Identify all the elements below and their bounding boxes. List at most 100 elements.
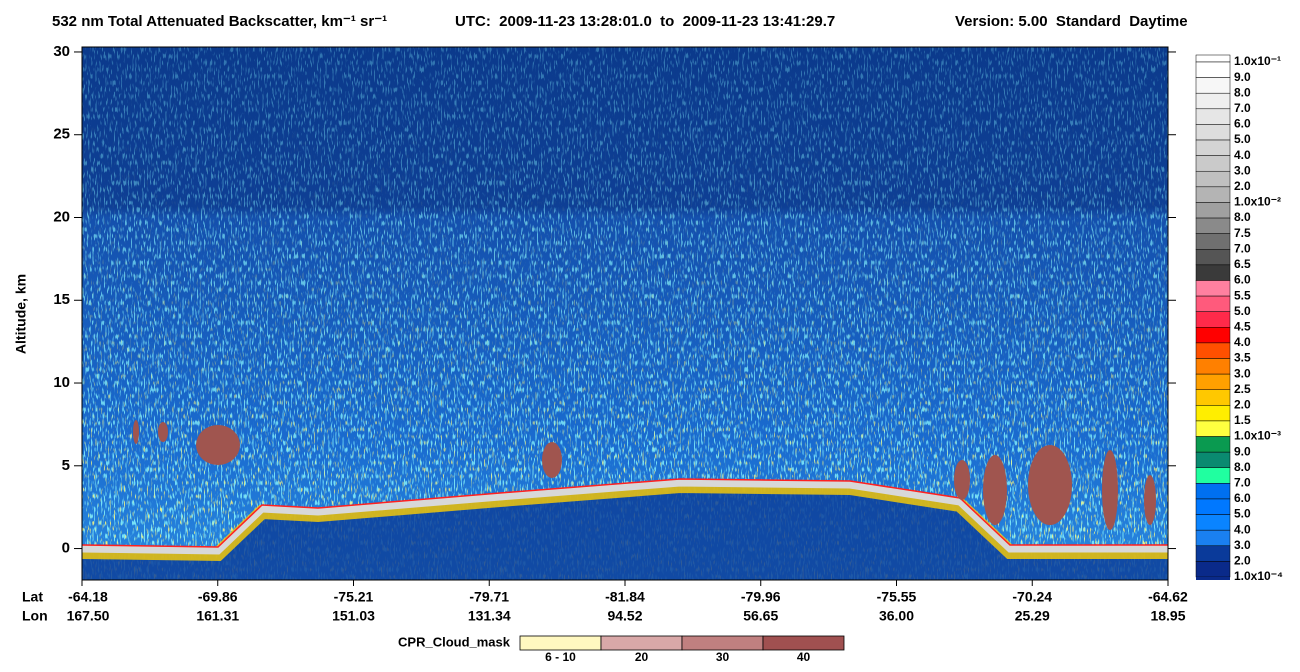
lon-label: Lon — [22, 608, 48, 624]
colorbar-label: 7.0 — [1234, 101, 1251, 115]
colorbar-swatch — [1195, 342, 1231, 359]
colorbar-label: 3.0 — [1234, 163, 1251, 177]
colorbar-label: 5.5 — [1234, 288, 1251, 302]
cloud-mask-swatch — [762, 635, 845, 651]
colorbar-label: 1.5 — [1234, 413, 1251, 427]
colorbar-swatch — [1195, 561, 1231, 578]
colorbar-swatch — [1195, 124, 1231, 141]
lon-tick-label: 18.95 — [1150, 608, 1185, 624]
lat-tick-label: -79.96 — [741, 589, 781, 605]
lat-tick-label: -75.55 — [877, 589, 917, 605]
colorbar-label: 2.0 — [1234, 179, 1251, 193]
colorbar-label: 5.0 — [1234, 132, 1251, 146]
version: Version: 5.00 Standard Daytime — [955, 13, 1188, 30]
lat-label: Lat — [22, 589, 43, 605]
colorbar-label: 3.0 — [1234, 366, 1251, 380]
colorbar-label: 7.0 — [1234, 241, 1251, 255]
colorbar-swatch — [1195, 217, 1231, 234]
colorbar-label: 2.0 — [1234, 398, 1251, 412]
y-tick-label: 5 — [62, 457, 70, 474]
lon-tick-label: 25.29 — [1015, 608, 1050, 624]
lon-tick-label: 36.00 — [879, 608, 914, 624]
y-tick-label: 0 — [62, 540, 70, 557]
lon-tick-label: 167.50 — [67, 608, 110, 624]
colorbar-label: 4.0 — [1234, 522, 1251, 536]
colorbar-swatch — [1195, 77, 1231, 94]
colorbar-swatch — [1195, 139, 1231, 156]
colorbar-label: 6.0 — [1234, 117, 1251, 131]
colorbar-label: 3.0 — [1234, 538, 1251, 552]
lat-tick-label: -79.71 — [469, 589, 509, 605]
lon-tick-label: 161.31 — [196, 608, 239, 624]
colorbar-swatch — [1195, 451, 1231, 469]
colorbar-label: 1.0x10⁻¹ — [1234, 54, 1281, 68]
cloud-mask-label: 40 — [797, 650, 811, 664]
colorbar-swatch — [1195, 155, 1231, 172]
colorbar-label: 5.0 — [1234, 507, 1251, 521]
colorbar-label: 3.5 — [1234, 351, 1251, 365]
colorbar-label: 4.5 — [1234, 319, 1251, 333]
colorbar-swatch — [1195, 483, 1231, 500]
colorbar-label: 1.0x10⁻² — [1234, 195, 1281, 209]
colorbar-swatch — [1195, 170, 1231, 188]
colorbar-swatch — [1195, 264, 1231, 281]
colorbar-cap — [1195, 54, 1231, 63]
colorbar-label: 2.5 — [1234, 382, 1251, 396]
colorbar-swatch — [1195, 327, 1231, 344]
lon-tick-label: 131.34 — [468, 608, 511, 624]
lat-tick-label: -64.18 — [68, 589, 108, 605]
lat-tick-label: -69.86 — [198, 589, 238, 605]
y-tick-label: 15 — [53, 291, 70, 308]
lat-tick-label: -75.21 — [334, 589, 374, 605]
colorbar-swatch — [1195, 92, 1231, 110]
colorbar-label: 7.0 — [1234, 476, 1251, 490]
colorbar-label: 9.0 — [1234, 70, 1251, 84]
colorbar-label: 9.0 — [1234, 444, 1251, 458]
y-axis-title: Altitude, km — [13, 274, 29, 354]
colorbar-swatch — [1195, 420, 1231, 437]
chart-subtitle: UTC: 2009-11-23 13:28:01.0 to 2009-11-23… — [455, 13, 835, 30]
colorbar-swatch — [1195, 436, 1231, 453]
colorbar-label: 6.0 — [1234, 491, 1251, 505]
colorbar-label: 4.0 — [1234, 335, 1251, 349]
colorbar-swatch — [1195, 202, 1231, 219]
colorbar-swatch — [1195, 514, 1231, 531]
colorbar-swatch — [1195, 233, 1231, 250]
colorbar-swatch — [1195, 405, 1231, 422]
colorbar-label: 8.0 — [1234, 460, 1251, 474]
colorbar-swatch — [1195, 529, 1231, 547]
y-tick-label: 30 — [53, 43, 70, 60]
y-tick-label: 25 — [53, 126, 70, 143]
lon-tick-label: 151.03 — [332, 608, 375, 624]
colorbar-swatch — [1195, 280, 1231, 297]
lat-tick-label: -70.24 — [1012, 589, 1052, 605]
cloud-mask-label: 20 — [635, 650, 649, 664]
colorbar-label: 1.0x10⁻⁴ — [1234, 569, 1283, 583]
colorbar-swatch — [1195, 61, 1231, 78]
colorbar-cap — [1196, 577, 1230, 580]
colorbar-swatch — [1195, 373, 1231, 390]
y-tick-label: 10 — [53, 374, 70, 391]
cloud-mask-label: 6 - 10 — [545, 650, 576, 664]
colorbar-swatch — [1195, 498, 1231, 515]
lon-tick-label: 56.65 — [743, 608, 778, 624]
colorbar-label: 8.0 — [1234, 210, 1251, 224]
colorbar-swatch — [1195, 108, 1231, 125]
colorbar-label: 1.0x10⁻³ — [1234, 429, 1281, 443]
colorbar-label: 6.5 — [1234, 257, 1251, 271]
colorbar-swatch — [1195, 295, 1231, 312]
colorbar-label: 7.5 — [1234, 226, 1251, 240]
colorbar-swatch — [1195, 186, 1231, 203]
cloud-mask-swatch — [681, 635, 764, 651]
colorbar-swatch — [1195, 311, 1231, 328]
y-tick-label: 20 — [53, 208, 70, 225]
colorbar-swatch — [1195, 389, 1231, 406]
colorbar-swatch — [1195, 545, 1231, 562]
colorbar-swatch — [1195, 249, 1231, 266]
colorbar-label: 8.0 — [1234, 85, 1251, 99]
cloud-mask-title: CPR_Cloud_mask — [398, 634, 511, 649]
colorbar-swatch — [1195, 467, 1231, 484]
lon-tick-label: 94.52 — [607, 608, 642, 624]
cloud-mask-swatch — [519, 635, 602, 651]
